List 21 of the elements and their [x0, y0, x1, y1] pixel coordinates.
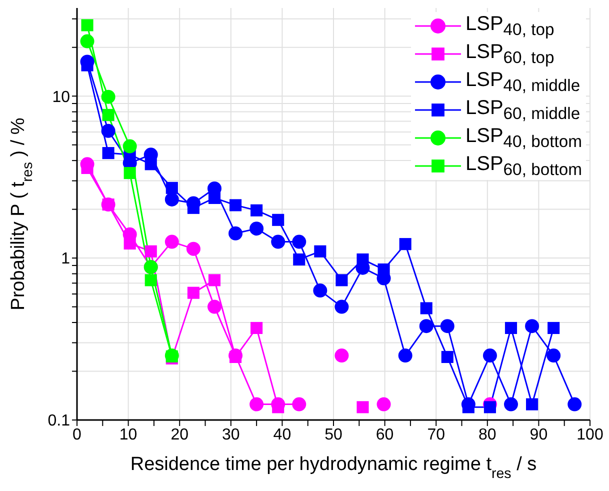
- legend-label: LSP$_{40, top}$: [465, 12, 554, 40]
- x-axis-title: Residence time per hydrodynamic regime t$_{res}$ / s: [130, 454, 537, 482]
- y-tick-label: 1: [61, 250, 70, 268]
- x-tick-label: 70: [427, 426, 446, 444]
- legend-label: LSP$_{60, bottom}$: [465, 152, 582, 180]
- x-tick-label: 60: [376, 426, 394, 444]
- legend-label: LSP$_{60, middle}$: [465, 96, 580, 124]
- x-tick-label: 30: [222, 426, 240, 444]
- y-tick-label: 10: [52, 88, 70, 106]
- x-tick-label: 10: [119, 426, 138, 444]
- legend-label: LSP$_{40, bottom}$: [465, 124, 582, 152]
- legend-label: LSP$_{60, top}$: [465, 40, 554, 68]
- x-tick-label: 100: [576, 426, 604, 444]
- y-tick-label: 0.1: [48, 412, 70, 430]
- x-tick-label: 80: [478, 426, 496, 444]
- x-tick-label: 0: [72, 426, 82, 444]
- x-tick-label: 20: [170, 426, 189, 444]
- x-tick-label: 90: [530, 426, 548, 444]
- x-tick-label: 40: [273, 426, 292, 444]
- legend-label: LSP$_{40, middle}$: [465, 68, 580, 96]
- x-tick-label: 50: [324, 426, 342, 444]
